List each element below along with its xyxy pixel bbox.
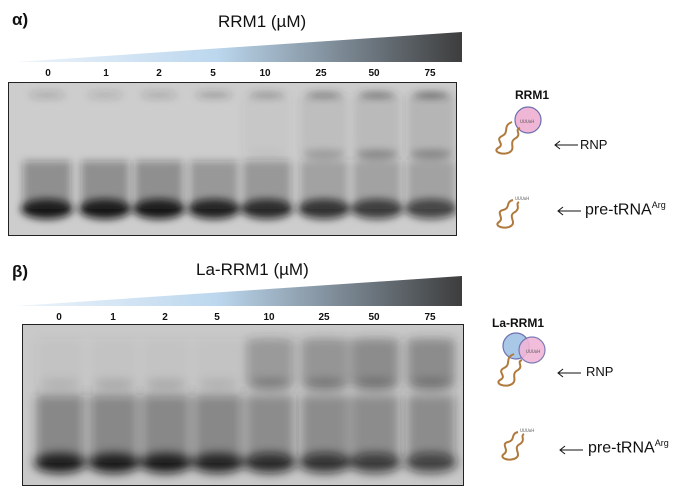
panel-a-letter: α) xyxy=(12,10,29,29)
svg-text:UUUoH: UUUoH xyxy=(520,119,534,124)
panel-b-lane-label: 75 xyxy=(424,312,436,323)
panel-a-lane-label: 2 xyxy=(156,68,162,79)
panel-b-lane-label: 5 xyxy=(214,312,220,323)
panel-a-pre-trna-sup: Arg xyxy=(651,200,666,210)
panel-a-pre-trna-text: pre-tRNA xyxy=(585,201,652,219)
panel-a-pre-arrow xyxy=(557,206,581,216)
panel-a-lane-label: 1 xyxy=(103,68,109,79)
panel-a-pre-trna-label: pre-tRNAArg xyxy=(585,200,666,219)
panel-a-concentration-wedge xyxy=(16,32,462,62)
panel-a-rnp-label: RNP xyxy=(580,137,608,152)
panel-b-pre-trna-sup: Arg xyxy=(654,438,669,448)
panel-b-pre-trna-text: pre-tRNA xyxy=(588,439,655,457)
svg-text:UUUoH: UUUoH xyxy=(520,428,534,433)
svg-text:UUUoH: UUUoH xyxy=(515,196,529,201)
panel-b-pre-arrow xyxy=(559,445,583,455)
panel-b-cartoon-title: La-RRM1 xyxy=(492,316,545,330)
svg-text:UUUoH: UUUoH xyxy=(526,349,540,354)
panel-a-cartoon-title: RRM1 xyxy=(515,88,550,102)
panel-b-lane-label: 10 xyxy=(263,312,275,323)
panel-b-pre-trna-label: pre-tRNAArg xyxy=(588,438,669,457)
panel-b-lane-label: 1 xyxy=(110,312,116,323)
panel-a-lane-label: 10 xyxy=(259,68,271,79)
panel-a-title: RRM1 (µM) xyxy=(218,12,307,31)
panel-b-concentration-wedge xyxy=(16,276,462,306)
panel-b-trna-cartoon: UUUoH xyxy=(501,428,534,461)
panel-b-rnp-label: RNP xyxy=(586,364,614,379)
panel-a-lane-label: 25 xyxy=(315,68,327,79)
panel-a-lane-label: 5 xyxy=(210,68,216,79)
panel-a-rnp-cartoon: UUUoH xyxy=(495,106,542,155)
panel-b-letter: β) xyxy=(12,262,29,281)
panel-b-lane-label: 2 xyxy=(162,312,168,323)
panel-b-lane-label: 25 xyxy=(318,312,330,323)
panel-b-lane-label: 50 xyxy=(368,312,380,323)
panel-b-rnp-arrow xyxy=(557,368,581,378)
panel-b-rnp-cartoon: UUUoH xyxy=(497,332,546,387)
panel-b-title: La-RRM1 (µM) xyxy=(196,260,309,279)
panel-b-gel xyxy=(22,324,464,486)
panel-b-lane-label: 0 xyxy=(56,312,62,323)
panel-a-rnp-arrow xyxy=(554,140,578,150)
panel-a-lane-label: 50 xyxy=(368,68,380,79)
panel-a-lane-label: 0 xyxy=(45,68,51,79)
panel-a-lane-label: 75 xyxy=(424,68,436,79)
panel-a-gel xyxy=(8,82,457,236)
panel-a-trna-cartoon: UUUoH xyxy=(496,196,529,229)
